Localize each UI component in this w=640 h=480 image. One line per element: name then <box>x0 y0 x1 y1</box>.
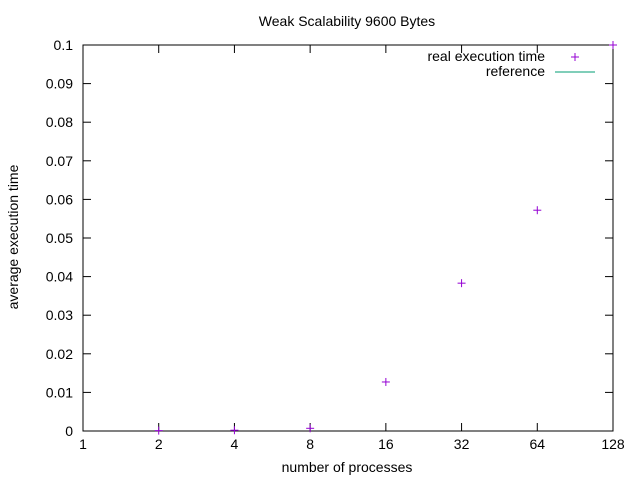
x-tick-label: 16 <box>378 436 394 452</box>
y-tick-label: 0.06 <box>46 191 73 207</box>
y-tick-label: 0.07 <box>46 153 73 169</box>
x-tick-label: 8 <box>306 436 314 452</box>
data-point <box>457 279 466 288</box>
y-tick-label: 0.02 <box>46 346 73 362</box>
y-axis-ticks: 0 0.01 0.02 0.03 0.04 0.05 0.06 0.07 0.08 0.09 0.1 <box>46 37 613 439</box>
y-tick-label: 0.08 <box>46 114 73 130</box>
data-point <box>381 377 390 386</box>
data-point <box>230 426 239 435</box>
y-tick-label: 0.09 <box>46 76 73 92</box>
legend: real execution time reference <box>427 48 595 79</box>
legend-marker-real-execution-time <box>571 53 579 61</box>
y-tick-label: 0.1 <box>54 37 74 53</box>
x-axis-ticks: 1 2 4 8 16 32 64 128 <box>79 45 625 452</box>
x-tick-label: 1 <box>79 436 87 452</box>
data-points <box>154 41 617 435</box>
legend-plus-marker <box>571 53 579 61</box>
data-point <box>306 424 315 433</box>
y-tick-label: 0 <box>65 423 73 439</box>
y-axis-label: average execution time <box>5 164 21 309</box>
x-axis-label: number of processes <box>282 459 413 475</box>
y-tick-label: 0.03 <box>46 307 73 323</box>
x-tick-label: 32 <box>454 436 470 452</box>
plot-area-border <box>82 44 614 432</box>
x-tick-label: 128 <box>601 436 625 452</box>
x-tick-label: 4 <box>231 436 239 452</box>
x-tick-label: 2 <box>155 436 163 452</box>
legend-label-reference: reference <box>486 63 545 79</box>
y-tick-label: 0.04 <box>46 269 73 285</box>
data-point <box>533 206 542 215</box>
legend-label-real-execution-time: real execution time <box>427 48 545 64</box>
y-tick-label: 0.05 <box>46 230 73 246</box>
y-tick-label: 0.01 <box>46 384 73 400</box>
data-point <box>154 426 163 435</box>
x-tick-label: 64 <box>529 436 545 452</box>
data-point <box>609 41 617 49</box>
chart-title: Weak Scalability 9600 Bytes <box>259 13 435 29</box>
